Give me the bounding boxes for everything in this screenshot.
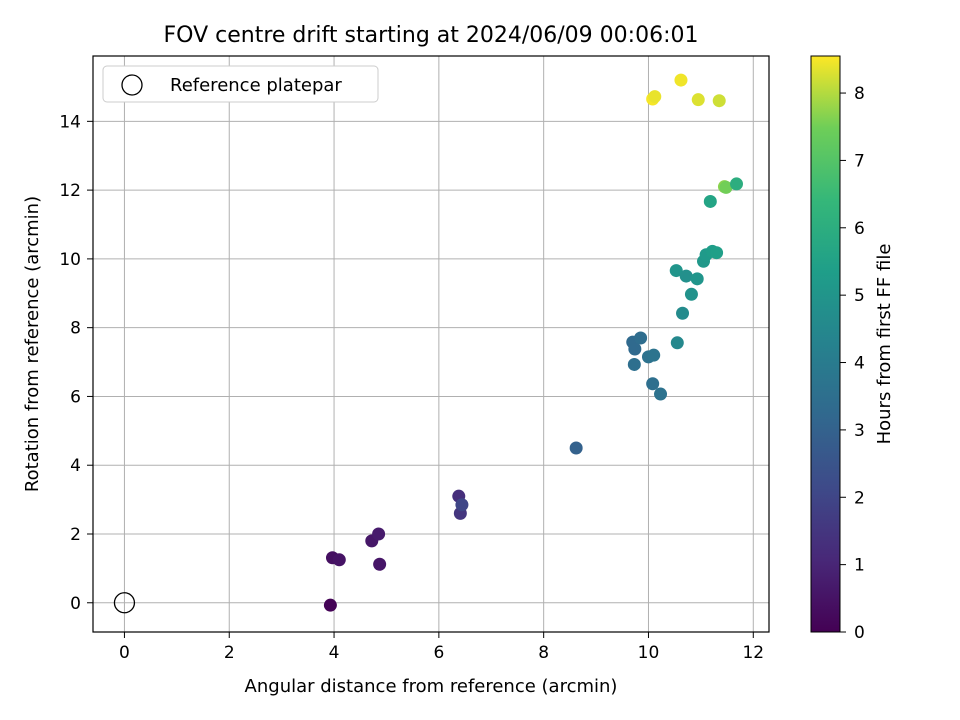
reference-platepar-marker [113,592,136,614]
data-point [669,264,683,278]
colorbar-tick-label: 6 [854,219,865,239]
colorbar-label: Hours from first FF file [874,244,895,445]
x-tick-label: 12 [742,643,764,663]
colorbar: 0 1 2 3 4 5 6 7 8 Hours from first FF file [810,55,895,643]
data-point [332,553,346,567]
data-point [703,194,717,208]
plot-frame [92,55,770,633]
data-point [627,357,641,371]
x-tick-label: 4 [329,643,340,663]
colorbar-tick-label: 7 [854,151,865,171]
data-point [679,269,693,283]
data-point [712,94,726,108]
data-point [719,180,733,194]
data-point [648,90,662,104]
data-point [634,331,648,345]
colorbar-ticks: 0 1 2 3 4 5 6 7 8 [840,84,865,643]
data-point [684,287,698,301]
x-tick-label: 0 [119,643,130,663]
colorbar-tick-label: 5 [854,286,865,306]
colorbar-gradient [810,55,841,633]
data-point [323,598,337,612]
colorbar-tick-label: 8 [854,84,865,104]
y-tick-label: 8 [70,319,81,339]
colorbar-tick-label: 4 [854,354,865,374]
data-point [654,387,668,401]
y-tick-label: 6 [70,387,81,407]
legend-marker-reference-icon [121,74,143,96]
y-tick-label: 12 [59,181,81,201]
data-point [647,348,661,362]
x-tick-label: 8 [538,643,549,663]
data-point [691,93,705,107]
chart-title: FOV centre drift starting at 2024/06/09 … [164,23,699,48]
legend: Reference platepar [102,65,379,103]
x-axis-label: Angular distance from reference (arcmin) [245,676,618,697]
y-tick-label: 4 [70,456,81,476]
grid-lines [93,56,769,632]
x-tick-label: 2 [224,643,235,663]
x-tick-label: 10 [638,643,660,663]
y-axis-label: Rotation from reference (arcmin) [22,196,43,492]
data-point [670,336,684,350]
data-points [113,73,744,614]
y-axis-ticks: 0 2 4 6 8 10 12 14 [59,112,93,614]
colorbar-tick-label: 0 [854,623,865,643]
legend-box [102,65,379,103]
data-point [646,377,660,391]
data-point [676,306,690,320]
data-point [373,557,387,571]
data-point [628,342,642,356]
data-point [372,527,386,541]
colorbar-tick-label: 2 [854,488,865,508]
data-point [710,246,724,260]
x-tick-label: 6 [433,643,444,663]
legend-entry-reference: Reference platepar [170,75,342,96]
y-tick-label: 2 [70,525,81,545]
data-point [569,441,583,455]
data-point [674,73,688,87]
colorbar-tick-label: 1 [854,556,865,576]
x-axis-ticks: 0 2 4 6 8 10 12 [119,632,764,663]
y-tick-label: 14 [59,112,81,132]
colorbar-tick-label: 3 [854,421,865,441]
data-point [455,498,469,512]
y-tick-label: 10 [59,250,81,270]
y-tick-label: 0 [70,594,81,614]
data-point [690,272,704,286]
data-point [730,177,744,191]
